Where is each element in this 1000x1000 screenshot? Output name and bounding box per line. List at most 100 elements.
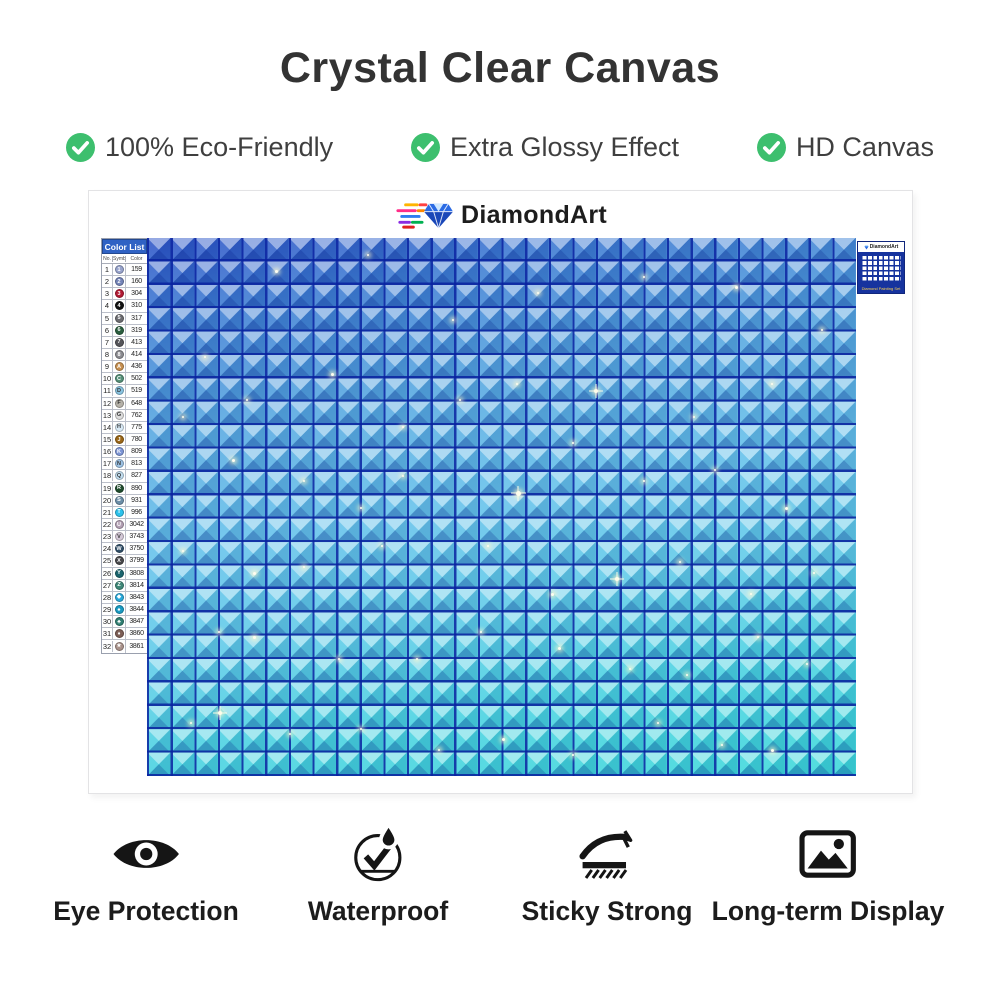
row-color-code: 159 (131, 266, 142, 274)
color-dot: U (114, 520, 124, 530)
check-icon (66, 133, 95, 162)
sparkle (721, 743, 724, 746)
row-symbol: T (113, 506, 126, 518)
color-list-row: 16 K 809 (102, 446, 147, 459)
feature-glossy-effect: Extra Glossy Effect (410, 132, 679, 163)
color-list-row: 18 Q 827 (102, 470, 147, 483)
sparkle (820, 329, 823, 332)
color-dot: ♦ (114, 629, 124, 639)
sparkle (232, 458, 236, 462)
row-symbol: Z (113, 579, 126, 591)
color-dot: D (114, 386, 124, 396)
color-list-row: 26 Y 3808 (102, 567, 147, 580)
sparkle (593, 388, 598, 393)
column-symbol: Symbol (113, 255, 126, 262)
color-list-row: 2 2 160 (102, 276, 147, 289)
color-dot: Z (114, 580, 124, 590)
row-color-code: 519 (131, 387, 142, 395)
row-color-code: 780 (131, 436, 142, 444)
color-list-row: 9 A 436 (102, 361, 147, 374)
row-number: 26 (102, 567, 113, 579)
color-dot: H (114, 422, 124, 432)
color-dot: ★ (114, 641, 124, 651)
color-list-row: 11 D 519 (102, 385, 147, 398)
row-symbol: 2 (113, 276, 126, 288)
check-icon (410, 133, 440, 162)
row-color-code: 3808 (129, 569, 144, 577)
benefit-longterm-display: Long-term Display (712, 820, 944, 927)
row-color-code: 3042 (129, 521, 144, 529)
color-list-row: 24 W 3750 (102, 543, 147, 556)
row-number: 6 (102, 324, 113, 336)
sparkle (572, 754, 575, 757)
color-list-row: 4 4 310 (102, 300, 147, 313)
row-symbol: J (113, 433, 126, 446)
sparkle (501, 738, 505, 742)
row-symbol: ♣ (113, 616, 126, 628)
color-list-row: 1 1 159 (102, 264, 147, 277)
brand-name: DiamondArt (460, 200, 608, 229)
color-dot: R (114, 483, 124, 493)
row-number: 11 (102, 385, 113, 397)
row-number: 21 (102, 506, 113, 518)
sparkle (749, 593, 752, 596)
sparkle (551, 593, 555, 597)
row-color-code: 827 (131, 472, 142, 480)
eye-icon (110, 820, 182, 888)
sparkle (274, 270, 278, 274)
color-dot: 1 (114, 265, 124, 275)
color-list-row: 8 8 414 (102, 348, 147, 362)
color-list-row: 30 ♣ 3847 (102, 616, 147, 629)
mini-label-subtitle: Diamond Painting Set (858, 284, 904, 293)
row-number: 5 (102, 312, 113, 324)
row-symbol: 5 (113, 312, 126, 324)
row-symbol: F (113, 397, 126, 409)
sparkle (572, 442, 575, 445)
row-number: 24 (102, 543, 113, 555)
sparkle (359, 507, 362, 509)
row-number: 27 (102, 579, 113, 591)
sparkle (813, 571, 816, 574)
row-number: 18 (102, 470, 113, 482)
row-symbol: R (113, 482, 126, 494)
sparkle (770, 749, 774, 753)
color-list-title: Color List (102, 239, 147, 254)
row-number: 2 (102, 276, 113, 288)
canvas-preview-card: DiamondArt Color List No. Symbol Color 1… (88, 190, 913, 794)
row-number: 10 (102, 373, 113, 385)
row-color-code: 931 (131, 496, 142, 504)
sparkle (458, 399, 461, 402)
sparkle (416, 657, 419, 660)
color-list-row: 17 N 813 (102, 458, 147, 471)
color-list-row: 21 T 996 (102, 506, 147, 519)
sparkle (253, 571, 257, 575)
row-number: 1 (102, 264, 113, 276)
sparkle (437, 749, 440, 752)
sparkle (182, 550, 185, 553)
row-symbol: D (113, 385, 126, 397)
row-number: 9 (102, 361, 113, 373)
row-color-code: 317 (131, 314, 142, 322)
feature-label: HD Canvas (795, 132, 934, 162)
sparkle (692, 415, 695, 418)
color-list-header: No. Symbol Color (102, 254, 147, 264)
color-list-row: 29 ♠ 3844 (102, 603, 147, 617)
row-symbol: ♠ (113, 603, 126, 616)
mini-label-brand: DiamondArt (869, 244, 899, 250)
row-number: 28 (102, 591, 113, 603)
sparkle (288, 732, 291, 735)
row-symbol: X (113, 555, 126, 567)
color-list-panel: Color List No. Symbol Color 111592216033… (101, 238, 148, 654)
sparkle (203, 356, 206, 359)
row-color-code: 3814 (129, 581, 144, 589)
row-symbol: A (113, 361, 126, 373)
row-symbol: G (113, 409, 126, 421)
color-list-row: 19 R 890 (102, 482, 147, 495)
sparkle (785, 507, 789, 510)
benefit-label: Waterproof (307, 896, 449, 926)
row-symbol: 4 (113, 300, 126, 312)
sparkle (402, 474, 405, 477)
row-number: 20 (102, 494, 113, 506)
color-dot: 2 (114, 277, 124, 287)
mini-product-label: DiamondArt Diamond Painting Set (857, 241, 905, 294)
